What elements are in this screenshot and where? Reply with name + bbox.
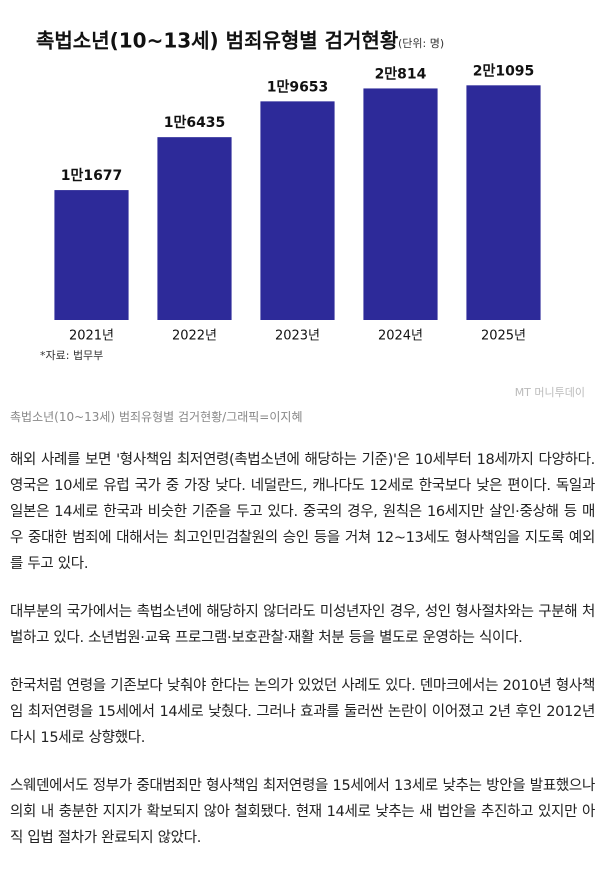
value-label: 1만6435 xyxy=(164,115,226,131)
value-label: 2만814 xyxy=(375,66,427,82)
paragraph: 해외 사례를 보면 '형사책임 최저연령(촉법소년에 해당하는 기준)'은 10… xyxy=(10,452,595,572)
x-tick-label: 2023년 xyxy=(275,329,320,344)
chart-title: 촉법소년(10~13세) 범죄유형별 검거현황 xyxy=(36,29,399,53)
source: *자료: 법무부 xyxy=(40,349,103,362)
x-tick-label: 2024년 xyxy=(378,329,423,344)
x-tick-label: 2022년 xyxy=(172,329,217,344)
bar xyxy=(363,88,438,321)
paragraph: 대부분의 국가에서는 촉법소년에 해당하지 않더라도 미성년자인 경우, 성인 … xyxy=(10,604,595,646)
page: 촉법소년(10~13세) 범죄유형별 검거현황 (단위: 명) *자료: 법무부… xyxy=(10,28,596,846)
value-label: 2만1095 xyxy=(473,63,535,79)
bar xyxy=(466,85,541,321)
article: 해외 사례를 보면 '형사책임 최저연령(촉법소년에 해당하는 기준)'은 10… xyxy=(10,447,595,873)
caption: 촉법소년(10~13세) 범죄유형별 검거현황/그래픽=이지혜 xyxy=(10,410,303,424)
value-label: 1만1677 xyxy=(61,168,123,184)
paragraph: 한국처럼 연령을 기존보다 낮춰야 한다는 논의가 있었던 사례도 있다. 덴마… xyxy=(10,678,595,746)
bar xyxy=(260,101,335,320)
watermark: MT 머니투데이 xyxy=(515,386,585,399)
chart-unit: (단위: 명) xyxy=(398,37,444,50)
chart: 촉법소년(10~13세) 범죄유형별 검거현황 (단위: 명) *자료: 법무부… xyxy=(36,29,585,400)
paragraph: 스웨덴에서도 정부가 중대범죄만 형사책임 최저연령을 15세에서 13세로 낮… xyxy=(10,778,595,846)
x-tick-label: 2021년 xyxy=(69,329,114,344)
bar xyxy=(157,137,232,320)
x-tick-label: 2025년 xyxy=(481,329,526,344)
bar xyxy=(54,190,129,320)
value-label: 1만9653 xyxy=(267,79,329,95)
